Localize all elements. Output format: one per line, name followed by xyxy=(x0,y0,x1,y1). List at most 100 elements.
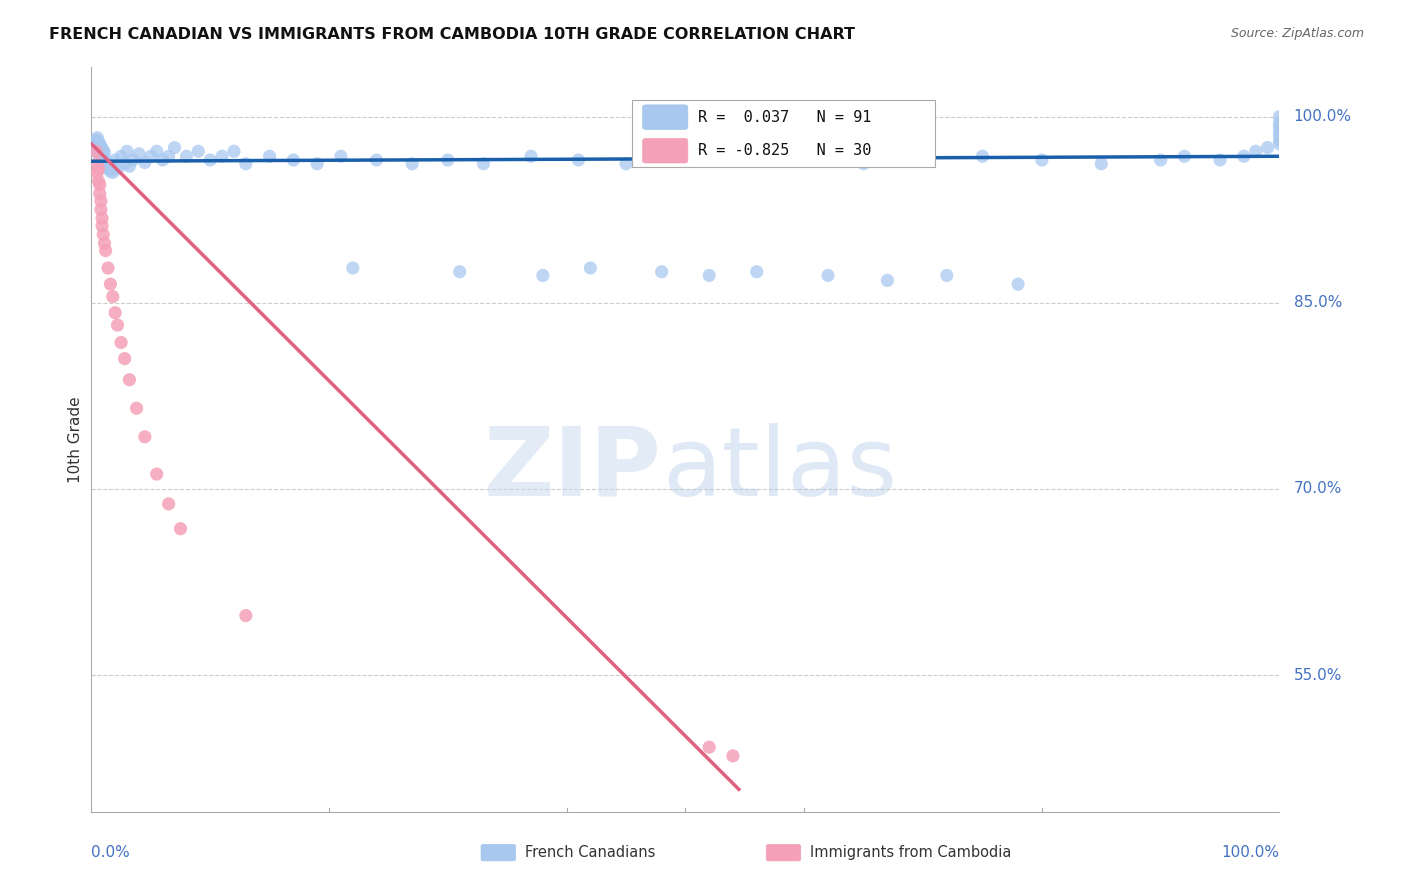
Point xyxy=(90,194,112,208)
Point xyxy=(93,145,115,160)
Point xyxy=(1268,110,1291,124)
Point xyxy=(187,145,209,159)
Point xyxy=(1268,133,1291,147)
Point xyxy=(87,135,110,149)
Point xyxy=(911,153,934,167)
Point xyxy=(1090,157,1112,171)
Point xyxy=(86,157,108,171)
Point xyxy=(98,157,121,171)
Point xyxy=(1209,153,1232,167)
Point xyxy=(163,140,186,154)
Point xyxy=(307,157,329,171)
Point xyxy=(793,153,815,167)
Point xyxy=(852,157,875,171)
Point xyxy=(1268,116,1291,130)
Point xyxy=(1268,128,1291,143)
Point xyxy=(651,265,673,279)
Point xyxy=(122,153,145,167)
Point xyxy=(472,157,495,171)
FancyBboxPatch shape xyxy=(481,845,516,861)
Point xyxy=(449,265,471,279)
Text: Immigrants from Cambodia: Immigrants from Cambodia xyxy=(810,846,1011,860)
Point xyxy=(90,145,112,159)
Point xyxy=(697,268,720,283)
Point xyxy=(734,149,756,163)
Point xyxy=(673,153,696,167)
Point xyxy=(100,164,122,178)
Point xyxy=(139,149,162,163)
Text: R =  0.037   N = 91: R = 0.037 N = 91 xyxy=(699,110,872,125)
Point xyxy=(157,497,180,511)
Point xyxy=(94,155,117,169)
Point xyxy=(101,165,124,179)
Point xyxy=(283,153,305,167)
Point xyxy=(145,467,167,481)
Point xyxy=(90,202,112,217)
Text: Source: ZipAtlas.com: Source: ZipAtlas.com xyxy=(1230,27,1364,40)
Point xyxy=(125,401,148,416)
Point xyxy=(1149,153,1171,167)
Point xyxy=(114,157,136,171)
Text: French Canadians: French Canadians xyxy=(524,846,655,860)
Point xyxy=(366,153,388,167)
Point xyxy=(91,143,114,157)
Text: 85.0%: 85.0% xyxy=(1294,295,1343,310)
Text: atlas: atlas xyxy=(662,423,897,516)
Point xyxy=(567,153,589,167)
Point xyxy=(100,277,122,292)
Point xyxy=(89,142,111,156)
Point xyxy=(745,265,768,279)
Point xyxy=(86,130,108,145)
Point xyxy=(89,178,111,192)
Point xyxy=(110,149,132,163)
Text: 100.0%: 100.0% xyxy=(1294,109,1351,124)
Point xyxy=(91,154,114,169)
Point xyxy=(100,159,122,173)
Point xyxy=(107,161,129,176)
Point xyxy=(84,145,107,159)
Point xyxy=(118,373,141,387)
FancyBboxPatch shape xyxy=(766,845,800,861)
Point xyxy=(1173,149,1195,163)
Text: FRENCH CANADIAN VS IMMIGRANTS FROM CAMBODIA 10TH GRADE CORRELATION CHART: FRENCH CANADIAN VS IMMIGRANTS FROM CAMBO… xyxy=(49,27,855,42)
Point xyxy=(1244,145,1267,159)
Point xyxy=(93,153,115,167)
Point xyxy=(817,268,839,283)
Point xyxy=(84,133,107,147)
Point xyxy=(86,165,108,179)
Point xyxy=(401,157,423,171)
Point xyxy=(97,260,120,275)
Point xyxy=(114,351,136,366)
Point xyxy=(1268,136,1291,151)
Point xyxy=(107,318,129,332)
Text: 70.0%: 70.0% xyxy=(1294,482,1343,497)
Point xyxy=(104,153,127,167)
Point xyxy=(84,136,107,151)
Point xyxy=(89,149,111,163)
Point xyxy=(157,149,180,163)
Point xyxy=(235,157,257,171)
Point xyxy=(128,146,150,161)
Y-axis label: 10th Grade: 10th Grade xyxy=(67,396,83,483)
Point xyxy=(87,161,110,176)
Point xyxy=(118,159,141,173)
Point xyxy=(91,211,114,226)
Point xyxy=(115,145,138,159)
Point xyxy=(94,244,117,258)
Point xyxy=(104,306,127,320)
Point xyxy=(222,145,245,159)
Point xyxy=(697,740,720,755)
Point xyxy=(93,236,115,251)
Point xyxy=(200,153,222,167)
FancyBboxPatch shape xyxy=(643,138,688,163)
FancyBboxPatch shape xyxy=(631,101,935,168)
Point xyxy=(152,153,174,167)
Point xyxy=(84,140,107,154)
Point xyxy=(96,159,118,173)
Point xyxy=(169,522,191,536)
Point xyxy=(531,268,554,283)
Text: 0.0%: 0.0% xyxy=(91,846,131,860)
Point xyxy=(211,149,233,163)
Point xyxy=(90,152,112,166)
Point xyxy=(89,136,111,151)
